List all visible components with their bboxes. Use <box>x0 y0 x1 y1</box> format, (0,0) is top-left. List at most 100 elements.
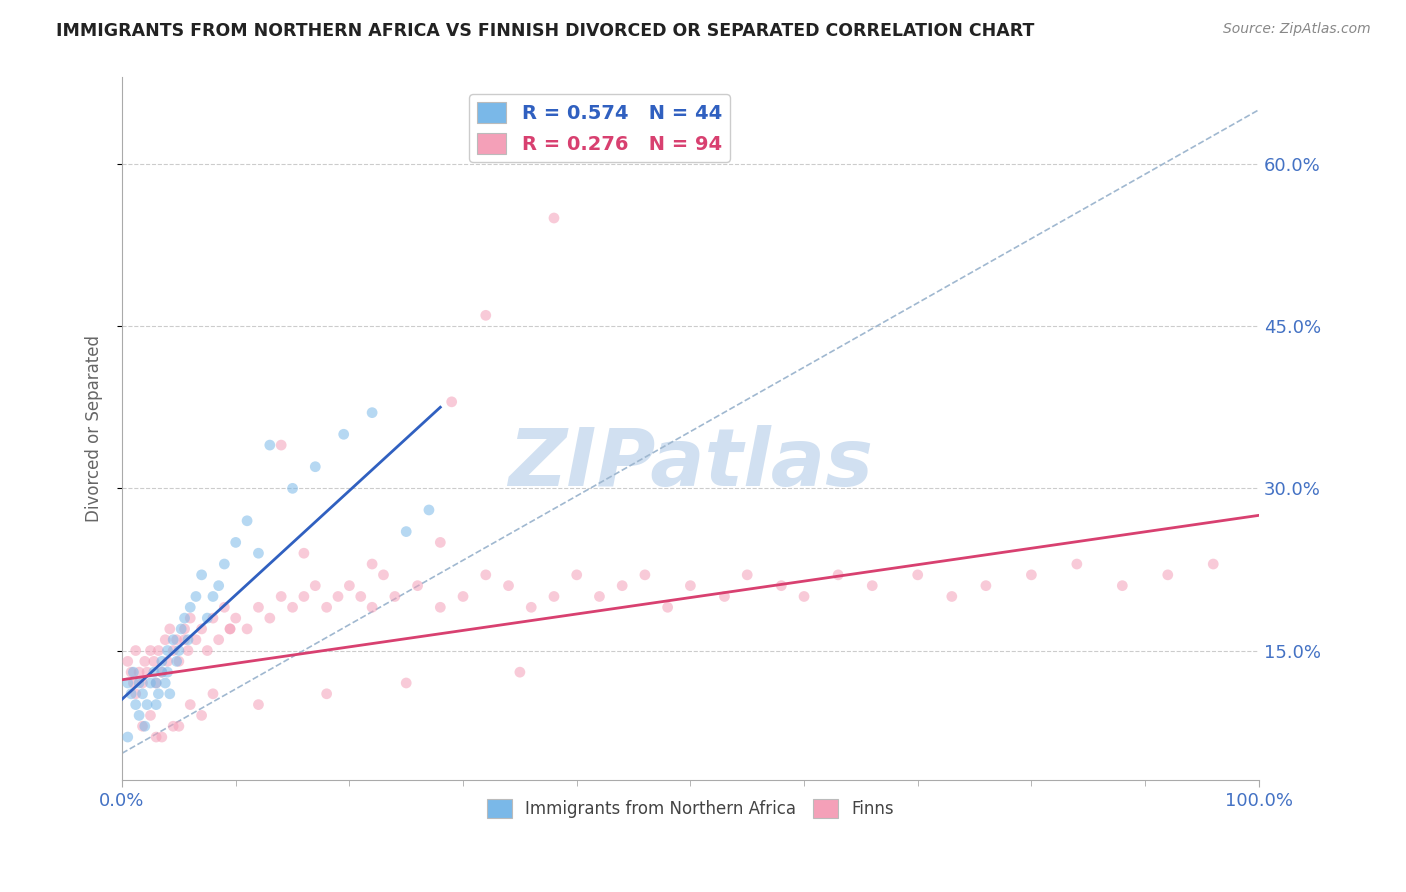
Point <box>120 665 142 680</box>
Point <box>418 503 440 517</box>
Point <box>131 687 153 701</box>
Point <box>167 719 190 733</box>
Point <box>156 654 179 668</box>
Point <box>159 622 181 636</box>
Point <box>145 676 167 690</box>
Point <box>208 579 231 593</box>
Point <box>128 665 150 680</box>
Text: ZIPatlas: ZIPatlas <box>508 425 873 503</box>
Point <box>219 622 242 636</box>
Point <box>179 600 201 615</box>
Point <box>509 665 531 680</box>
Point <box>270 438 292 452</box>
Point <box>128 676 150 690</box>
Point <box>1202 557 1225 571</box>
Point <box>173 622 195 636</box>
Point <box>475 567 498 582</box>
Point <box>304 459 326 474</box>
Point <box>190 567 212 582</box>
Point <box>657 600 679 615</box>
Point <box>974 579 997 593</box>
Point <box>166 654 188 668</box>
Point <box>247 600 270 615</box>
Point <box>236 622 259 636</box>
Point <box>122 676 145 690</box>
Point <box>128 708 150 723</box>
Point <box>179 611 201 625</box>
Point <box>361 600 384 615</box>
Point <box>190 622 212 636</box>
Point <box>634 567 657 582</box>
Point <box>270 590 292 604</box>
Point <box>429 600 451 615</box>
Point <box>332 427 354 442</box>
Point <box>195 611 218 625</box>
Point <box>136 698 159 712</box>
Point <box>117 676 139 690</box>
Point <box>162 643 184 657</box>
Point <box>214 600 236 615</box>
Point <box>337 579 360 593</box>
Point <box>177 643 200 657</box>
Point <box>117 654 139 668</box>
Point <box>429 535 451 549</box>
Point <box>395 676 418 690</box>
Point <box>1066 557 1088 571</box>
Point <box>520 600 543 615</box>
Point <box>155 632 177 647</box>
Point <box>173 611 195 625</box>
Point <box>219 622 242 636</box>
Point <box>225 535 247 549</box>
Point <box>131 719 153 733</box>
Point <box>125 643 148 657</box>
Point <box>156 643 179 657</box>
Point <box>142 665 165 680</box>
Point <box>139 676 162 690</box>
Point <box>315 687 337 701</box>
Point <box>281 600 304 615</box>
Point <box>136 665 159 680</box>
Point <box>860 579 883 593</box>
Point <box>292 546 315 560</box>
Point <box>713 590 735 604</box>
Point <box>612 579 634 593</box>
Point <box>907 567 929 582</box>
Point <box>735 567 758 582</box>
Point <box>451 590 474 604</box>
Point <box>208 632 231 647</box>
Point <box>150 665 173 680</box>
Point <box>225 611 247 625</box>
Point <box>148 687 170 701</box>
Point <box>292 590 315 604</box>
Point <box>259 438 281 452</box>
Point <box>941 590 963 604</box>
Point <box>125 687 148 701</box>
Text: IMMIGRANTS FROM NORTHERN AFRICA VS FINNISH DIVORCED OR SEPARATED CORRELATION CHA: IMMIGRANTS FROM NORTHERN AFRICA VS FINNI… <box>56 22 1035 40</box>
Point <box>315 600 337 615</box>
Point <box>190 708 212 723</box>
Point <box>236 514 259 528</box>
Point <box>150 730 173 744</box>
Text: Source: ZipAtlas.com: Source: ZipAtlas.com <box>1223 22 1371 37</box>
Point <box>184 590 207 604</box>
Point <box>139 708 162 723</box>
Point <box>214 557 236 571</box>
Point <box>565 567 588 582</box>
Point <box>134 719 156 733</box>
Point <box>201 611 224 625</box>
Point <box>373 567 395 582</box>
Point <box>406 579 429 593</box>
Point <box>361 406 384 420</box>
Point <box>201 590 224 604</box>
Point <box>122 665 145 680</box>
Point <box>145 730 167 744</box>
Point <box>195 643 218 657</box>
Point <box>201 687 224 701</box>
Point <box>588 590 610 604</box>
Point <box>170 622 193 636</box>
Point <box>475 309 498 323</box>
Point <box>173 632 195 647</box>
Point <box>184 632 207 647</box>
Point <box>166 632 188 647</box>
Point <box>827 567 849 582</box>
